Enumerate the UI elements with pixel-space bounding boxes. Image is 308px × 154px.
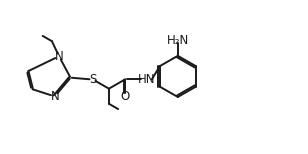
Text: H₂N: H₂N [167,34,189,47]
Text: S: S [89,73,96,86]
Text: N: N [55,50,63,63]
Text: O: O [121,90,130,103]
Text: N: N [51,90,59,103]
Text: HN: HN [138,73,156,86]
